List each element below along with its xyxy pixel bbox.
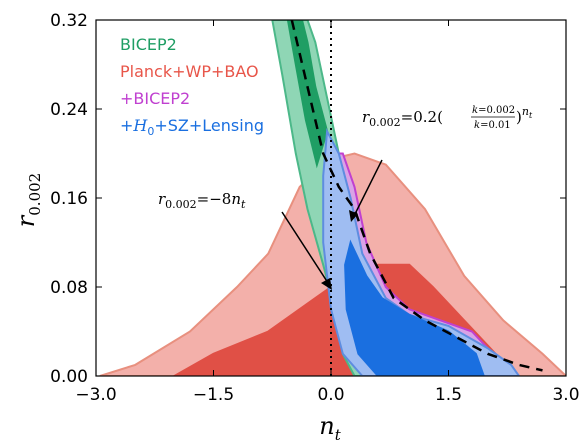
y-tick-label: 0.16 (50, 189, 88, 209)
x-axis-label: nt (319, 412, 341, 442)
h0-sz-lensing-68-contour (344, 239, 485, 376)
x-tick-label: 1.5 (435, 385, 462, 405)
legend-item-h0-sz-lensing: +H0+SZ+Lensing (120, 116, 264, 138)
dashed-line-power-law (290, 20, 543, 372)
y-tick-label: 0.08 (50, 278, 88, 298)
annotation-arrowhead-2 (349, 210, 358, 222)
axis-ticks: −3.0 −1.5 0.0 1.5 3.0 0.00 0.08 0.16 0.24 0.32 (50, 11, 579, 405)
legend-item-plus-bicep2: +BICEP2 (120, 89, 190, 108)
plot-area (99, 20, 566, 376)
legend-item-bicep2: BICEP2 (120, 35, 177, 54)
x-tick-label: 0.0 (317, 385, 344, 405)
annotation-r-power-law: r0.002=0.2( (362, 108, 443, 129)
y-axis-label: r0.002 (12, 173, 44, 227)
legend-item-planck: Planck+WP+BAO (120, 62, 259, 81)
annotation-power-law: r0.002=0.2( k=0.002 k=0.01 )nt (349, 105, 533, 222)
x-tick-label: −3.0 (75, 385, 116, 405)
annotation-r-minus-8nt: r0.002=−8nt (158, 190, 246, 211)
annotation-exponent: )nt (516, 105, 533, 126)
x-tick-label: 3.0 (552, 385, 579, 405)
y-tick-label: 0.00 (50, 367, 88, 387)
annotation-arrow-1 (281, 211, 331, 287)
x-tick-label: −1.5 (193, 385, 234, 405)
y-tick-label: 0.32 (50, 11, 88, 31)
annotation-arrowhead-1 (321, 278, 332, 290)
annotation-consistency-relation: r0.002=−8nt (158, 190, 332, 290)
annotation-frac-den: k=0.01 (474, 120, 511, 131)
legend: BICEP2 Planck+WP+BAO +BICEP2 +H0+SZ+Lens… (120, 35, 264, 138)
annotation-arrow-2 (353, 159, 383, 217)
annotation-frac-num: k=0.002 (472, 105, 515, 116)
y-tick-label: 0.24 (50, 100, 88, 120)
